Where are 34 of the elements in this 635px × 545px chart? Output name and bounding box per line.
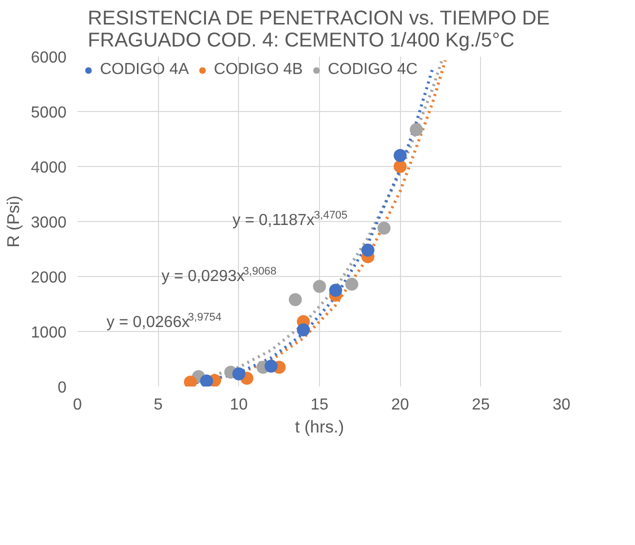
point (313, 280, 326, 293)
point (232, 367, 246, 380)
chart-title: RESISTENCIA DE PENETRACION vs. TIEMPO DE FRAGUADO COD. 4: CEMENTO 1/400 Kg./5°C (88, 8, 550, 52)
y-tick-label: 2000 (30, 270, 67, 286)
x-tick-label: 5 (154, 396, 163, 414)
x-tick-label: 25 (472, 396, 490, 414)
y-tick-label: 3000 (30, 214, 67, 232)
y-tick-label: 0 (58, 380, 67, 396)
point (296, 323, 310, 336)
y-axis-title: R (Psi) (4, 196, 23, 248)
legend-label: CODIGO 4B (214, 61, 303, 79)
point (200, 374, 214, 386)
legend-label: CODIGO 4A (100, 61, 189, 79)
x-tick-label: 10 (230, 396, 248, 414)
point (361, 244, 374, 257)
point (184, 376, 197, 386)
x-tick-label: 30 (552, 396, 570, 414)
point (345, 278, 358, 291)
point (264, 360, 278, 373)
point (410, 123, 423, 136)
legend-label: CODIGO 4C (328, 61, 418, 79)
point (378, 222, 391, 235)
y-tick-label: 6000 (30, 50, 67, 66)
y-tick-label: 4000 (30, 160, 67, 176)
point (394, 160, 407, 173)
point (394, 149, 407, 162)
y-tick-label: 5000 (30, 104, 67, 122)
x-tick-label: 15 (310, 396, 328, 414)
x-axis-title: t (hrs.) (294, 418, 344, 436)
x-tick-label: 0 (73, 396, 82, 414)
point (288, 293, 302, 306)
x-tick-label: 20 (391, 396, 410, 414)
point (329, 284, 342, 297)
y-tick-label: 1000 (30, 324, 67, 342)
